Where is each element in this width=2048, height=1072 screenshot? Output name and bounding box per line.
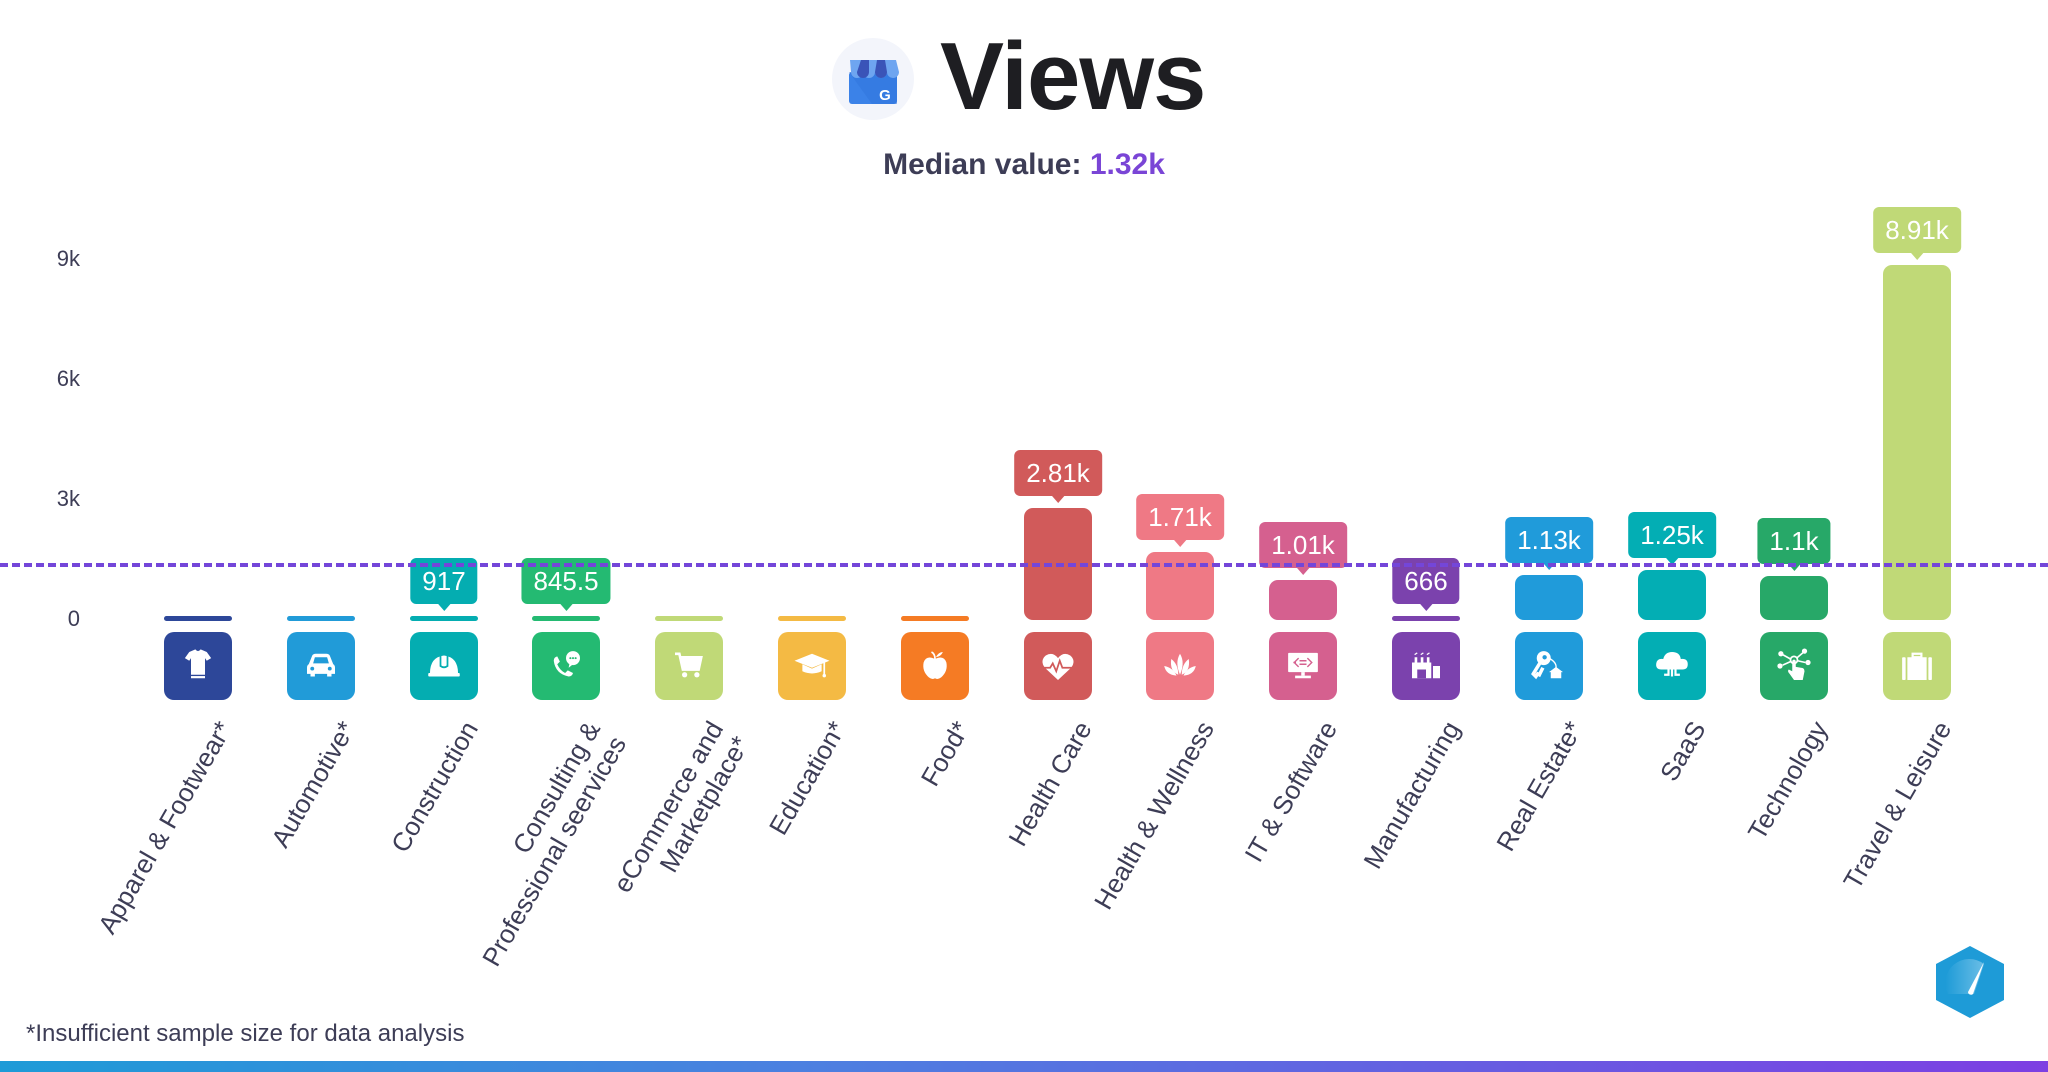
x-axis-label: Automotive* (264, 716, 361, 853)
bar-column: 1.01k IT & Software (1238, 0, 1347, 1072)
bar-column: 845.5 Consulting & Professional seervices (476, 0, 632, 1072)
bar-baseline[interactable] (1392, 616, 1460, 621)
factory-icon (1412, 652, 1440, 679)
y-tick-3k: 3k (56, 486, 80, 511)
phone-chat-icon (553, 651, 580, 677)
category-icon-tile (1392, 632, 1460, 700)
bar[interactable] (1883, 265, 1951, 620)
cloud-icon (1656, 652, 1688, 677)
bar-column: Food* (901, 0, 975, 1072)
storefront-icon: G (849, 60, 899, 104)
median-subtitle: Median value: 1.32k (0, 148, 2048, 182)
category-icon-tile (1515, 632, 1583, 700)
value-label: 1.13k (1505, 517, 1593, 570)
category-icon-tile (1883, 632, 1951, 700)
x-axis-label: Construction (385, 716, 484, 858)
median-line (0, 563, 2048, 567)
bar-column: 1.1k Technology (1742, 0, 1834, 1072)
bar-baseline[interactable] (287, 616, 355, 621)
svg-text:G: G (879, 87, 891, 104)
bar[interactable] (1760, 576, 1828, 620)
heartbeat-icon (1040, 653, 1076, 680)
graduation-cap-icon (794, 653, 830, 678)
y-tick-0: 0 (67, 606, 80, 631)
x-axis-label: SaaS (1654, 716, 1712, 787)
category-icon-tile (287, 632, 355, 700)
value-label: 1.01k (1259, 522, 1347, 575)
category-icon-tile (655, 632, 723, 700)
chart-header: G Views Median value: 1.32k (0, 0, 2048, 200)
apple-icon (923, 651, 947, 679)
hardhat-icon (428, 655, 460, 677)
bar-column: 1.71k Health & Wellness (1088, 0, 1224, 1072)
car-icon (307, 653, 335, 677)
x-axis-label: Health & Wellness (1088, 716, 1220, 915)
x-axis-label: Health Care (1002, 716, 1098, 852)
brand-gauge-icon (1936, 946, 2004, 1018)
bar-column: Automotive* (265, 0, 361, 1072)
bar-column: 1.13k Real Estate* (1491, 0, 1593, 1072)
bar[interactable] (1638, 570, 1706, 620)
median-value: 1.32k (1089, 148, 1165, 181)
category-icon-tile (1638, 632, 1706, 700)
bar-baseline[interactable] (778, 616, 846, 621)
lotus-icon (1164, 653, 1196, 676)
x-axis-label: Real Estate* (1490, 716, 1589, 857)
tshirt-icon (184, 649, 212, 679)
category-icon-tile (1269, 632, 1337, 700)
category-icon-tile (164, 632, 232, 700)
bar-column: 1.25k SaaS (1628, 0, 1716, 1072)
cart-icon (675, 652, 703, 678)
touch-network-icon (1777, 648, 1811, 680)
x-axis-label: Education* (763, 716, 852, 840)
x-axis-label: Food* (914, 716, 975, 792)
value-label: 8.91k (1873, 207, 1961, 260)
bar-baseline[interactable] (410, 616, 478, 621)
chart-title: Views (940, 23, 1206, 130)
category-icon-tile (901, 632, 969, 700)
bar-column: Apparel & Footwear* (92, 0, 238, 1072)
footnote: *Insufficient sample size for data analy… (26, 1020, 465, 1047)
bar-column: 917 Construction (385, 0, 484, 1072)
value-label: 1.25k (1628, 512, 1716, 565)
category-icon-tile (1760, 632, 1828, 700)
bar-baseline[interactable] (164, 616, 232, 621)
category-icon-tile (1024, 632, 1092, 700)
bar-column: eCommerce and Marketplace* (607, 0, 755, 1072)
suitcase-icon (1902, 652, 1932, 680)
x-axis-label: Technology (1742, 716, 1834, 845)
monitor-code-icon (1288, 652, 1318, 679)
x-axis-label: Manufacturing (1357, 716, 1466, 874)
google-business-logo: G (832, 38, 914, 120)
x-axis-label: Apparel & Footwear* (92, 716, 238, 939)
y-tick-6k: 6k (56, 366, 80, 391)
category-icon-tile (1146, 632, 1214, 700)
x-axis-label: IT & Software (1238, 716, 1343, 867)
bar[interactable] (1269, 580, 1337, 620)
y-tick-9k: 9k (56, 246, 80, 271)
category-icon-tile (410, 632, 478, 700)
bar-column: 8.91k Travel & Leisure (1837, 0, 1961, 1072)
bar-column: 2.81k Health Care (1003, 0, 1102, 1072)
x-axis-label: Travel & Leisure (1836, 716, 1957, 895)
median-label: Median value: (883, 148, 1082, 181)
bottom-gradient-bar (0, 1061, 2048, 1072)
bar-baseline[interactable] (655, 616, 723, 621)
value-label: 1.71k (1136, 494, 1224, 547)
bar-column: 666 Manufacturing (1358, 0, 1466, 1072)
bar-baseline[interactable] (901, 616, 969, 621)
key-house-icon (1531, 651, 1563, 680)
value-label: 2.81k (1014, 450, 1102, 503)
bar-baseline[interactable] (532, 616, 600, 621)
category-icon-tile (778, 632, 846, 700)
bar[interactable] (1515, 575, 1583, 620)
value-label: 1.1k (1757, 518, 1831, 571)
category-icon-tile (532, 632, 600, 700)
bar-column: Education* (763, 0, 852, 1072)
